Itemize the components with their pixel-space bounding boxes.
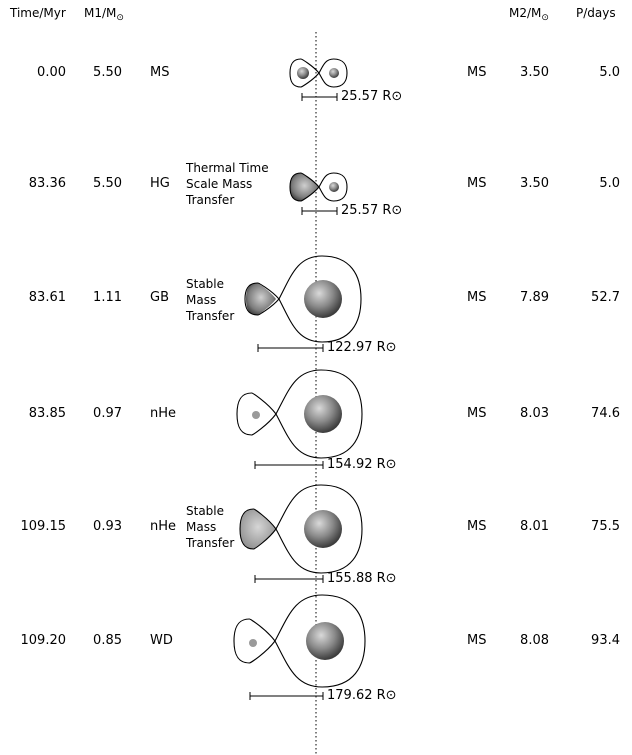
process-note-line: Transfer xyxy=(186,309,235,323)
header-m1: M1/M⊙ xyxy=(84,6,124,23)
primary-star-0 xyxy=(297,67,309,79)
secondary-type: MS xyxy=(467,519,487,534)
process-note-line: Transfer xyxy=(186,536,235,550)
secondary-type: MS xyxy=(467,65,487,80)
m1-value: 0.97 xyxy=(93,406,122,421)
secondary-star-0 xyxy=(329,68,339,78)
separation-value: 25.57 xyxy=(341,89,379,104)
process-note-line: Scale Mass xyxy=(186,177,253,191)
separation-label: 122.97 R⊙ xyxy=(327,340,397,355)
process-note-line: Mass xyxy=(186,520,217,534)
separation-value: 155.88 xyxy=(327,571,373,586)
secondary-star-1 xyxy=(329,182,339,192)
primary-type: nHe xyxy=(150,519,177,534)
period-value: 5.0 xyxy=(599,65,620,80)
m2-value: 8.01 xyxy=(520,519,549,534)
separation-unit: R⊙ xyxy=(376,571,397,586)
separation-value: 154.92 xyxy=(327,457,373,472)
roche-lobe-outline-0 xyxy=(289,58,348,88)
period-value: 52.7 xyxy=(591,290,620,305)
separation-unit: R⊙ xyxy=(376,688,397,703)
separation-unit: R⊙ xyxy=(376,340,397,355)
process-note-line: Mass xyxy=(186,293,217,307)
roche-lobe-outline-4 xyxy=(239,484,363,574)
secondary-star-3 xyxy=(304,395,342,433)
primary-remnant-3 xyxy=(252,411,260,419)
separation-label: 155.88 R⊙ xyxy=(327,571,397,586)
time-value: 109.15 xyxy=(20,519,67,534)
header-m2: M2/M⊙ xyxy=(509,6,549,23)
process-note-line: Stable xyxy=(186,504,225,518)
filled-lobe-2 xyxy=(246,283,276,315)
m2-value: 8.03 xyxy=(520,406,549,421)
m1-value: 5.50 xyxy=(93,65,122,80)
separation-label: 25.57 R⊙ xyxy=(341,89,402,104)
process-note-line: Transfer xyxy=(186,193,235,207)
primary-type: HG xyxy=(150,176,170,191)
time-value: 109.20 xyxy=(20,633,67,648)
time-value: 0.00 xyxy=(37,65,66,80)
primary-type: MS xyxy=(150,65,170,80)
roche-lobe-outline-3 xyxy=(236,369,363,459)
process-note-line: Stable xyxy=(186,277,225,291)
separation-label: 179.62 R⊙ xyxy=(327,688,397,703)
separation-value: 179.62 xyxy=(327,688,373,703)
header-period: P/days xyxy=(576,6,616,20)
system-marks xyxy=(233,58,366,700)
separation-label: 25.57 R⊙ xyxy=(341,203,402,218)
period-value: 5.0 xyxy=(599,176,620,191)
m2-value: 7.89 xyxy=(520,290,549,305)
period-value: 74.6 xyxy=(591,406,620,421)
secondary-star-4 xyxy=(304,510,342,548)
roche-lobe-outline-1 xyxy=(289,172,348,202)
secondary-star-5 xyxy=(306,622,344,660)
time-value: 83.85 xyxy=(28,406,66,421)
m1-value: 1.11 xyxy=(93,290,122,305)
m2-value: 3.50 xyxy=(520,65,549,80)
separation-value: 25.57 xyxy=(341,203,379,218)
primary-type: nHe xyxy=(150,406,177,421)
m1-value: 5.50 xyxy=(93,176,122,191)
secondary-star-2 xyxy=(304,280,342,318)
secondary-type: MS xyxy=(467,176,487,191)
period-value: 75.5 xyxy=(591,519,620,534)
period-value: 93.4 xyxy=(591,633,620,648)
filled-lobe-1 xyxy=(290,173,319,201)
primary-remnant-5 xyxy=(249,639,257,647)
m2-value: 3.50 xyxy=(520,176,549,191)
secondary-type: MS xyxy=(467,290,487,305)
time-value: 83.36 xyxy=(28,176,66,191)
m1-value: 0.85 xyxy=(93,633,122,648)
roche-lobe-outline-5 xyxy=(233,594,366,688)
secondary-type: MS xyxy=(467,406,487,421)
secondary-type: MS xyxy=(467,633,487,648)
header-time: Time/Myr xyxy=(10,6,66,20)
separation-unit: R⊙ xyxy=(382,203,403,218)
primary-type: WD xyxy=(150,633,173,648)
m2-value: 8.08 xyxy=(520,633,549,648)
separation-label: 154.92 R⊙ xyxy=(327,457,397,472)
separation-value: 122.97 xyxy=(327,340,373,355)
filled-lobe-4 xyxy=(240,509,276,549)
primary-type: GB xyxy=(150,290,169,305)
m1-value: 0.93 xyxy=(93,519,122,534)
separation-unit: R⊙ xyxy=(376,457,397,472)
roche-lobe-outline-2 xyxy=(244,255,362,343)
separation-unit: R⊙ xyxy=(382,89,403,104)
time-value: 83.61 xyxy=(28,290,66,305)
process-note-line: Thermal Time xyxy=(186,161,269,175)
